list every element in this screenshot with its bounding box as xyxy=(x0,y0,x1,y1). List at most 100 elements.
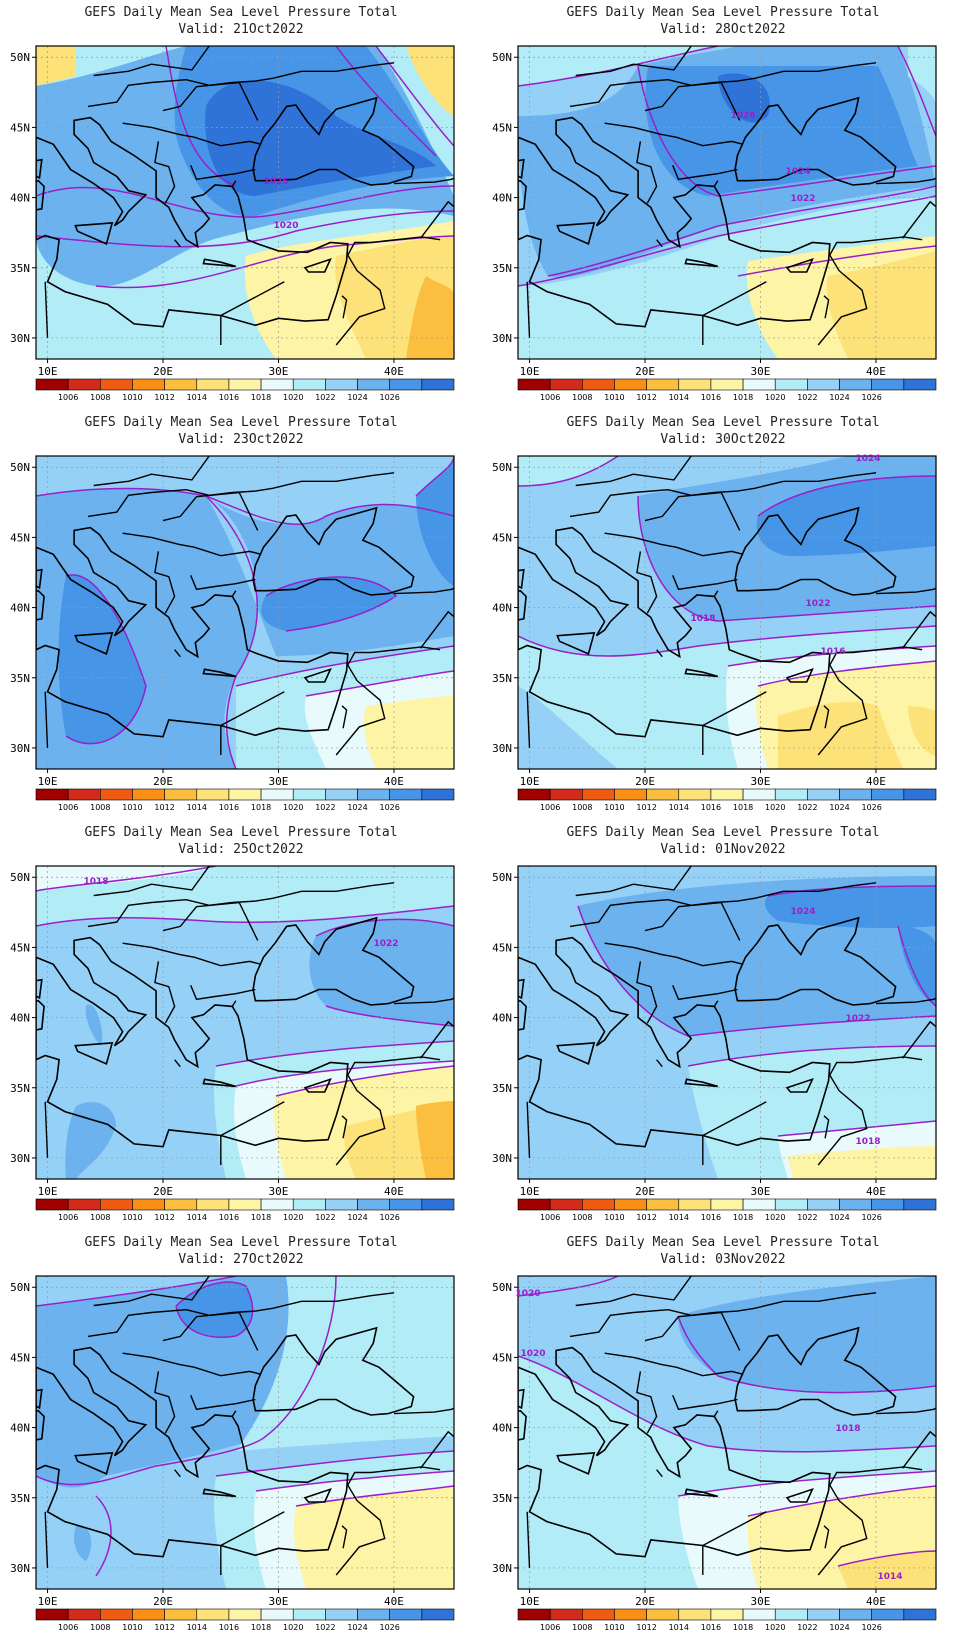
forecast-panel: 50N 45N 40N 35N 30N 10E 20E 30E 40E 1006 1008 1010 1… xyxy=(0,410,482,820)
country-border xyxy=(220,1511,285,1547)
colorbar-tick: 1006 xyxy=(540,1213,560,1222)
colorbar-swatch xyxy=(421,788,455,801)
colorbar-tick: 1014 xyxy=(669,1213,689,1222)
colorbar-swatch xyxy=(35,378,69,391)
colorbar-tick: 1010 xyxy=(122,1623,142,1632)
lat-label: 30N xyxy=(492,332,512,345)
pressure-fill xyxy=(65,1102,116,1179)
country-border xyxy=(575,866,692,897)
colorbar-tick: 1006 xyxy=(58,803,78,812)
lat-label: 50N xyxy=(10,871,30,884)
coastline xyxy=(518,589,527,621)
country-border xyxy=(335,236,441,346)
lon-label: 20E xyxy=(153,775,173,788)
country-border xyxy=(190,985,256,1001)
colorbar-tick: 1012 xyxy=(154,1623,174,1632)
colorbar-swatch xyxy=(710,788,744,801)
coastline xyxy=(518,1346,831,1558)
pressure-fill xyxy=(678,1276,936,1393)
pressure-fill xyxy=(36,46,76,86)
country-border xyxy=(393,177,454,185)
colorbar-tick: 1006 xyxy=(58,1623,78,1632)
lon-label: 10E xyxy=(38,1595,58,1608)
isobar-line xyxy=(36,905,454,927)
forecast-panel: 50N 45N 40N 35N 30N 10E 20E 30E 40E 1020 1020 1018 1… xyxy=(482,1230,964,1640)
colorbar-swatch xyxy=(389,378,423,391)
country-border xyxy=(526,281,531,338)
coastline xyxy=(202,1488,237,1498)
coastline xyxy=(684,258,719,268)
lon-label: 40E xyxy=(866,1595,886,1608)
colorbar-tick: 1010 xyxy=(604,393,624,402)
country-border xyxy=(644,491,741,531)
lat-label: 35N xyxy=(10,1492,30,1505)
colorbar-swatch xyxy=(871,1198,905,1211)
colorbar-swatch xyxy=(710,1198,744,1211)
coastline xyxy=(36,568,43,590)
lon-label: 30E xyxy=(269,1185,289,1198)
contour-label: 1024 xyxy=(790,907,815,917)
colorbar-swatch xyxy=(35,1608,69,1621)
colorbar-tick: 1020 xyxy=(765,393,785,402)
coastline xyxy=(36,158,43,180)
colorbar-swatch xyxy=(517,788,551,801)
lat-label: 50N xyxy=(492,1281,512,1294)
country-border xyxy=(335,646,441,756)
isobar-line xyxy=(767,885,936,897)
country-border xyxy=(875,587,936,595)
country-border xyxy=(174,239,181,248)
contour-label: 1018 xyxy=(835,1424,860,1434)
colorbar-swatch xyxy=(35,788,69,801)
country-border xyxy=(575,46,692,77)
colorbar-swatch xyxy=(549,1198,583,1211)
colorbar-tick: 1008 xyxy=(90,393,110,402)
lon-label: 40E xyxy=(384,1595,404,1608)
colorbar-tick: 1016 xyxy=(219,803,239,812)
pressure-fill xyxy=(36,866,454,926)
colorbar-tick: 1024 xyxy=(829,1623,849,1632)
pressure-fill xyxy=(36,456,454,525)
country-border xyxy=(823,295,830,319)
colorbar-tick: 1022 xyxy=(315,803,335,812)
coastline xyxy=(518,116,831,328)
colorbar-swatch xyxy=(742,1608,776,1621)
pressure-fill xyxy=(85,1004,103,1046)
coastline xyxy=(74,632,114,656)
colorbar-tick: 1020 xyxy=(283,803,303,812)
pressure-fill xyxy=(765,886,936,929)
lat-label: 30N xyxy=(10,1152,30,1165)
country-border xyxy=(817,1466,923,1576)
isobar-line xyxy=(777,1120,936,1137)
map-frame xyxy=(35,455,455,770)
colorbar-tick: 1020 xyxy=(283,1623,303,1632)
colorbar-swatch xyxy=(260,1608,294,1621)
lat-label: 45N xyxy=(10,1351,30,1364)
isobar-line xyxy=(305,670,454,697)
colorbar-tick: 1026 xyxy=(862,803,882,812)
coastline xyxy=(36,978,43,1000)
contour-label: 1016 xyxy=(820,647,845,657)
coastline xyxy=(518,179,527,211)
country-border xyxy=(93,456,210,487)
country-border xyxy=(636,961,658,1024)
colorbar-swatch xyxy=(421,1608,455,1621)
colorbar-swatch xyxy=(678,788,712,801)
lat-label: 45N xyxy=(492,941,512,954)
contour-label: 1026 xyxy=(263,177,288,187)
isobar-line xyxy=(637,495,936,622)
isobar-line xyxy=(175,1281,254,1338)
isobar-line xyxy=(375,46,454,147)
lat-label: 40N xyxy=(10,192,30,205)
colorbar-tick: 1016 xyxy=(701,1213,721,1222)
colorbar-tick: 1014 xyxy=(187,1623,207,1632)
coastline xyxy=(785,1077,814,1093)
coastline xyxy=(556,222,596,246)
isobar-line xyxy=(518,456,619,487)
colorbar-tick: 1012 xyxy=(636,803,656,812)
coastline xyxy=(74,1042,114,1066)
colorbar-tick: 1026 xyxy=(862,1213,882,1222)
colorbar-swatch xyxy=(325,378,358,391)
country-border xyxy=(702,691,767,727)
country-border xyxy=(44,691,49,748)
coastline xyxy=(785,667,814,683)
